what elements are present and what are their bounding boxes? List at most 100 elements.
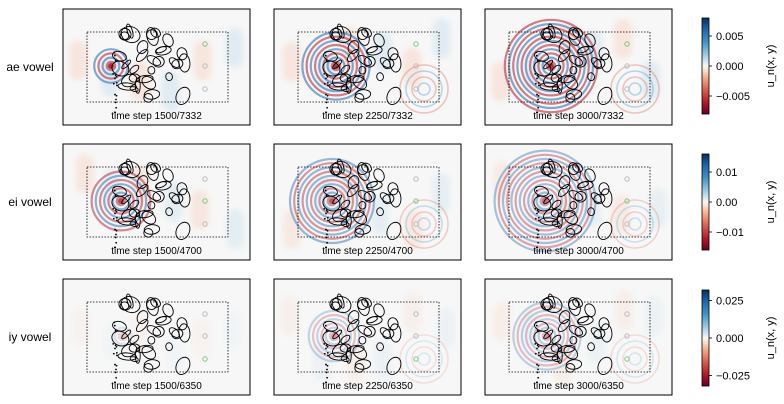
material-dot bbox=[323, 217, 326, 220]
material-contour bbox=[540, 27, 554, 41]
wave-ring bbox=[330, 60, 342, 72]
design-region bbox=[86, 166, 229, 238]
material-dot bbox=[112, 207, 115, 210]
material-contour bbox=[339, 208, 352, 218]
material-contour bbox=[152, 326, 165, 338]
material-contour bbox=[358, 201, 367, 210]
wave-ring bbox=[616, 340, 654, 378]
colorbar-gradient bbox=[701, 17, 710, 115]
wave-field bbox=[75, 153, 245, 249]
colorbar: 0.01 0.00 −0.01 u_n(x, y) bbox=[701, 153, 777, 251]
colorbar: 0.025 0.000 −0.025 u_n(x, y) bbox=[701, 289, 777, 387]
material-contour bbox=[128, 343, 141, 353]
field-patch bbox=[437, 307, 456, 348]
material-contour bbox=[111, 330, 130, 347]
material-contour bbox=[357, 29, 369, 41]
material-dot bbox=[536, 93, 538, 96]
material-dot bbox=[535, 381, 538, 384]
material-contour bbox=[354, 224, 372, 235]
material-contour bbox=[577, 181, 589, 189]
probe-marker bbox=[413, 63, 419, 69]
material-dot bbox=[325, 236, 328, 239]
field-patch bbox=[165, 331, 184, 372]
material-contours bbox=[533, 293, 613, 384]
material-dot bbox=[535, 186, 538, 189]
material-contour bbox=[329, 27, 343, 41]
design-region bbox=[508, 301, 651, 373]
colorbar-tick-label: 0.000 bbox=[716, 61, 744, 73]
material-dot bbox=[115, 364, 118, 367]
material-contour bbox=[178, 188, 191, 208]
material-dot bbox=[115, 75, 118, 78]
material-contour bbox=[121, 208, 138, 223]
wave-ring bbox=[501, 157, 589, 245]
wave-ring bbox=[512, 27, 590, 105]
heatmap-panel: time step 3000/4700 bbox=[484, 143, 673, 261]
heatmap-panel: time step 2250/4700 bbox=[273, 143, 462, 261]
material-contour bbox=[551, 199, 562, 209]
material-contour bbox=[143, 363, 154, 373]
material-contour bbox=[597, 356, 613, 375]
material-dot bbox=[115, 368, 117, 371]
material-contour bbox=[541, 301, 552, 311]
material-contour bbox=[568, 164, 580, 176]
wave-ring bbox=[535, 191, 555, 211]
material-contour bbox=[598, 317, 610, 331]
material-contour bbox=[340, 199, 351, 209]
material-contour bbox=[389, 323, 402, 343]
wave-ring bbox=[313, 43, 359, 89]
material-dot bbox=[536, 74, 539, 77]
material-contour bbox=[542, 25, 563, 44]
material-contour bbox=[339, 343, 352, 353]
material-contour bbox=[141, 210, 157, 225]
material-contour bbox=[112, 50, 127, 62]
wave-ring bbox=[411, 211, 437, 237]
material-dot bbox=[115, 219, 118, 222]
material-contour bbox=[146, 55, 162, 66]
wave-ring bbox=[94, 174, 148, 228]
wave-ring bbox=[324, 326, 344, 346]
material-dot bbox=[113, 51, 116, 54]
colorbar-tick-label: −0.005 bbox=[716, 91, 750, 103]
material-contour bbox=[111, 60, 130, 77]
material-contour bbox=[568, 55, 584, 66]
material-dot bbox=[115, 106, 118, 109]
wave-ring bbox=[98, 178, 144, 224]
material-dot bbox=[323, 72, 326, 75]
wave-ring bbox=[305, 174, 359, 228]
wave-ring bbox=[497, 153, 593, 249]
material-contour bbox=[590, 192, 602, 203]
material-contour bbox=[584, 303, 596, 317]
material-contour bbox=[340, 86, 350, 92]
material-contour bbox=[330, 166, 341, 176]
material-dot bbox=[325, 93, 327, 96]
material-contour bbox=[373, 303, 385, 317]
material-dot bbox=[115, 345, 118, 348]
material-contour bbox=[136, 40, 149, 55]
material-contour bbox=[129, 334, 140, 344]
material-contour bbox=[331, 25, 352, 44]
material-dot bbox=[536, 371, 539, 374]
material-contour bbox=[376, 207, 384, 217]
material-dot bbox=[326, 241, 329, 244]
material-contour bbox=[558, 175, 571, 190]
material-contour bbox=[568, 297, 581, 316]
material-contour bbox=[323, 320, 338, 332]
material-contour bbox=[340, 64, 351, 74]
material-contour bbox=[120, 295, 141, 314]
material-dot bbox=[113, 186, 116, 189]
material-contour bbox=[563, 345, 579, 360]
material-contour bbox=[597, 221, 613, 240]
material-contour bbox=[577, 46, 589, 54]
field-patch bbox=[193, 40, 212, 81]
material-contour bbox=[387, 182, 399, 196]
material-contour bbox=[543, 73, 560, 88]
material-contour bbox=[358, 336, 367, 345]
material-contour bbox=[178, 53, 191, 73]
field-patch bbox=[493, 161, 512, 202]
material-contour bbox=[126, 158, 134, 174]
material-contour bbox=[146, 162, 159, 181]
material-contour bbox=[176, 182, 188, 196]
heatmap-panel: time step 2250/7332 bbox=[273, 8, 462, 126]
